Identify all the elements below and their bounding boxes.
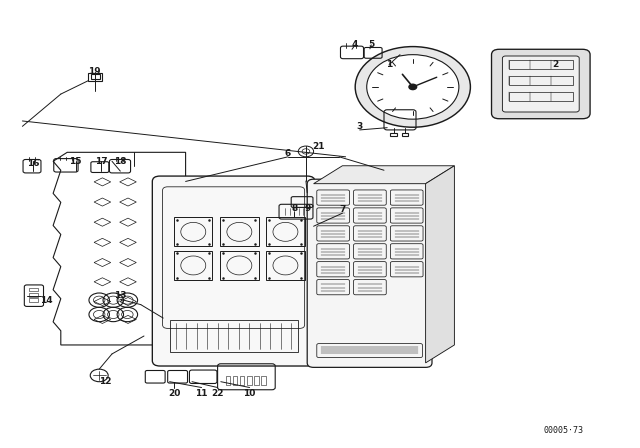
Circle shape <box>409 84 417 90</box>
Bar <box>261 376 266 385</box>
Text: 14: 14 <box>40 296 52 305</box>
Bar <box>266 217 305 246</box>
Text: 9: 9 <box>304 204 310 213</box>
Bar <box>170 320 298 352</box>
FancyBboxPatch shape <box>307 179 432 367</box>
Bar <box>509 76 573 85</box>
Text: 8: 8 <box>291 204 298 213</box>
Text: 20: 20 <box>168 389 180 398</box>
Text: 00005·73: 00005·73 <box>543 426 583 435</box>
Text: 17: 17 <box>95 157 108 166</box>
Bar <box>390 133 397 136</box>
Bar <box>509 92 573 101</box>
Bar <box>91 74 100 79</box>
Text: 4: 4 <box>352 40 358 49</box>
Bar <box>174 217 212 246</box>
Bar <box>240 376 244 385</box>
Text: 22: 22 <box>211 389 224 398</box>
Text: 16: 16 <box>27 159 40 168</box>
Text: 6: 6 <box>285 149 291 158</box>
Polygon shape <box>314 166 454 184</box>
Text: 18: 18 <box>114 157 127 166</box>
Bar <box>247 376 252 385</box>
Text: 7: 7 <box>339 205 346 214</box>
Text: 11: 11 <box>195 389 208 398</box>
Bar <box>88 73 102 81</box>
Bar <box>220 251 259 280</box>
Text: 21: 21 <box>312 142 325 151</box>
Bar <box>29 293 38 297</box>
Bar <box>29 298 38 302</box>
Text: 12: 12 <box>99 377 112 386</box>
Circle shape <box>355 47 470 127</box>
Bar <box>509 60 573 69</box>
Text: 3: 3 <box>356 122 363 131</box>
Bar <box>402 133 408 136</box>
Text: 5: 5 <box>368 40 374 49</box>
Text: 10: 10 <box>243 389 256 398</box>
Bar <box>174 251 212 280</box>
Polygon shape <box>426 166 454 363</box>
Bar <box>233 376 237 385</box>
Text: 15: 15 <box>69 157 82 166</box>
Bar <box>266 251 305 280</box>
Text: 13: 13 <box>114 291 127 300</box>
Bar <box>220 217 259 246</box>
FancyBboxPatch shape <box>502 56 579 112</box>
FancyBboxPatch shape <box>152 176 315 366</box>
Bar <box>29 288 38 291</box>
Bar <box>226 376 230 385</box>
Text: 19: 19 <box>88 67 101 76</box>
Text: 1: 1 <box>386 60 392 69</box>
Bar <box>254 376 259 385</box>
Text: 2: 2 <box>552 60 559 69</box>
Circle shape <box>367 55 459 119</box>
FancyBboxPatch shape <box>492 49 590 119</box>
